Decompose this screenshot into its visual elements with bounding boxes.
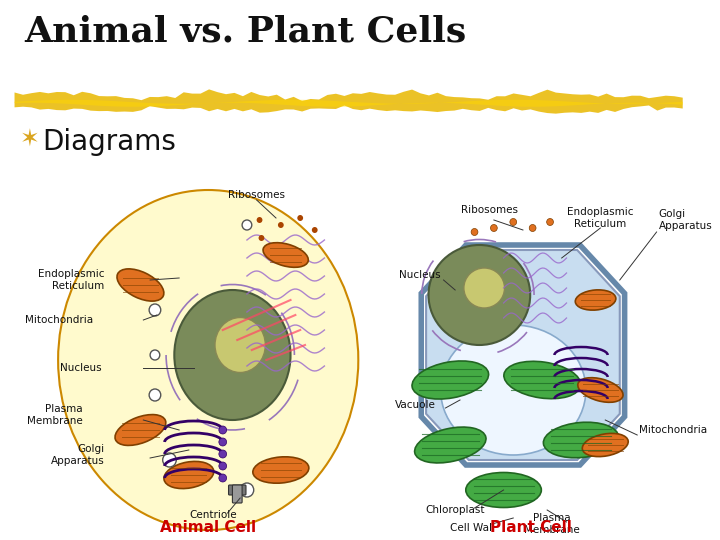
Text: ✶: ✶ — [19, 128, 39, 152]
Text: Golgi
Apparatus: Golgi Apparatus — [659, 209, 712, 231]
Text: Nucleus: Nucleus — [60, 363, 102, 373]
Text: Endoplasmic
Reticulum: Endoplasmic Reticulum — [38, 269, 104, 291]
Ellipse shape — [115, 415, 166, 446]
Circle shape — [256, 217, 262, 223]
Circle shape — [297, 215, 303, 221]
Ellipse shape — [263, 242, 308, 267]
Text: Ribosomes: Ribosomes — [461, 205, 518, 215]
Text: Chloroplast: Chloroplast — [426, 505, 485, 515]
Text: Cell Wall: Cell Wall — [450, 523, 495, 533]
Ellipse shape — [441, 325, 586, 455]
Ellipse shape — [412, 361, 489, 399]
Circle shape — [219, 426, 227, 434]
FancyBboxPatch shape — [233, 485, 242, 503]
Ellipse shape — [253, 457, 309, 483]
Circle shape — [242, 220, 252, 230]
Polygon shape — [426, 250, 620, 460]
Circle shape — [149, 304, 161, 316]
Circle shape — [529, 225, 536, 232]
Ellipse shape — [466, 472, 541, 508]
Text: Vacuole: Vacuole — [395, 400, 436, 410]
Ellipse shape — [582, 434, 629, 457]
Circle shape — [219, 450, 227, 458]
Ellipse shape — [428, 245, 530, 345]
Circle shape — [471, 228, 478, 235]
Text: Mitochondria: Mitochondria — [639, 425, 707, 435]
Circle shape — [219, 474, 227, 482]
Circle shape — [258, 235, 264, 241]
Text: Mitochondria: Mitochondria — [25, 315, 93, 325]
Ellipse shape — [577, 377, 623, 402]
Ellipse shape — [58, 190, 359, 530]
Circle shape — [219, 462, 227, 470]
Text: Golgi
Apparatus: Golgi Apparatus — [51, 444, 104, 466]
Circle shape — [510, 219, 517, 226]
Ellipse shape — [117, 269, 164, 301]
Text: Nucleus: Nucleus — [399, 270, 441, 280]
Text: Animal Cell: Animal Cell — [160, 521, 256, 536]
Circle shape — [150, 350, 160, 360]
Ellipse shape — [504, 361, 581, 399]
Circle shape — [149, 389, 161, 401]
Text: Plasma
Membrane: Plasma Membrane — [524, 513, 580, 535]
Polygon shape — [14, 90, 683, 113]
Circle shape — [163, 453, 176, 467]
Text: Endoplasmic
Reticulum: Endoplasmic Reticulum — [567, 207, 634, 229]
Text: Diagrams: Diagrams — [42, 128, 176, 156]
Text: Animal vs. Plant Cells: Animal vs. Plant Cells — [24, 15, 467, 49]
FancyBboxPatch shape — [228, 485, 246, 495]
Circle shape — [278, 222, 284, 228]
Ellipse shape — [164, 461, 214, 489]
Ellipse shape — [174, 290, 291, 420]
Circle shape — [219, 438, 227, 446]
Text: Centriole: Centriole — [189, 510, 237, 520]
Ellipse shape — [464, 268, 505, 308]
Circle shape — [312, 227, 318, 233]
Text: Plant Cell: Plant Cell — [490, 521, 572, 536]
Ellipse shape — [215, 318, 266, 373]
Circle shape — [490, 225, 498, 232]
Text: Plasma
Membrane: Plasma Membrane — [27, 404, 82, 426]
Ellipse shape — [544, 422, 618, 458]
Ellipse shape — [575, 290, 616, 310]
Text: Ribosomes: Ribosomes — [228, 190, 285, 200]
Polygon shape — [14, 100, 683, 107]
Circle shape — [546, 219, 554, 226]
Ellipse shape — [415, 427, 486, 463]
Circle shape — [240, 483, 253, 497]
